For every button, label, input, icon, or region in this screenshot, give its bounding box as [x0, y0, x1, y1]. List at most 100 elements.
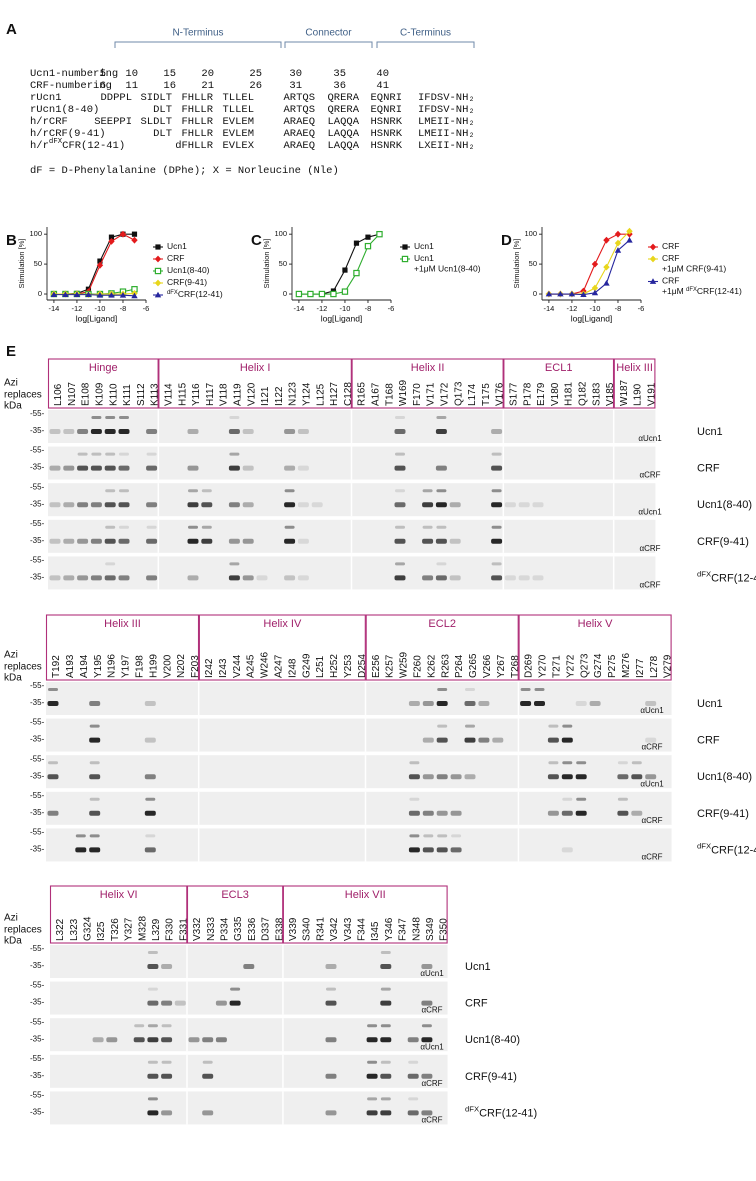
band: [436, 810, 448, 816]
residue-label: I122: [274, 386, 285, 406]
text-segment: CRF(12-41): [479, 1107, 537, 1119]
residue-number: 41: [376, 80, 389, 92]
sequence-block: HSNRK: [370, 128, 402, 140]
band: [104, 429, 116, 434]
text-segment: CRF(12-41): [178, 289, 223, 299]
antibody-label: αCRF: [641, 853, 662, 862]
residue-label: V118: [219, 383, 230, 406]
data-point: [365, 234, 371, 240]
residue-label: H199: [148, 654, 159, 678]
residue-label: F170: [412, 383, 423, 406]
band: [561, 774, 573, 780]
band: [408, 701, 420, 706]
residue-label: D269: [524, 654, 535, 678]
kda-label: kDa: [4, 936, 22, 947]
data-point: [295, 290, 303, 298]
superscript: dFX: [49, 138, 63, 146]
data-point: [307, 290, 314, 298]
data-point: [557, 290, 564, 297]
size-marker: -35-: [30, 463, 45, 472]
band-upper: [147, 1097, 158, 1101]
band: [408, 810, 420, 816]
legend-marker: [154, 267, 162, 275]
residue-label: N348: [411, 917, 422, 941]
residue-label: Y267: [496, 654, 507, 678]
band-upper: [105, 489, 116, 493]
band: [492, 737, 504, 743]
legend-marker: [154, 279, 162, 287]
text-segment: Ucn1: [697, 426, 723, 438]
residue-number: 16: [163, 80, 176, 92]
residue-label: V279: [663, 654, 674, 678]
y-tick-label: 100: [274, 229, 287, 238]
residue-number: 15: [163, 68, 176, 80]
residue-label: P264: [454, 654, 465, 678]
band: [187, 502, 199, 508]
band: [297, 465, 309, 471]
series-line: [53, 294, 135, 297]
band: [187, 538, 199, 544]
band: [146, 502, 158, 508]
band-upper: [134, 1024, 145, 1028]
residue-number: 30: [289, 68, 302, 80]
band-upper: [562, 724, 573, 728]
size-marker: -55-: [30, 482, 45, 491]
band: [63, 538, 75, 544]
band: [146, 465, 158, 471]
residue-label: F331: [178, 918, 189, 941]
size-marker: -55-: [30, 1054, 45, 1063]
band: [202, 1037, 214, 1043]
ligand-label: CRF(9-41): [697, 536, 749, 548]
sequence-block: QRERA: [327, 104, 359, 116]
band-upper: [367, 1024, 378, 1028]
band: [561, 847, 573, 853]
residue-label: A193: [65, 654, 76, 678]
residue-label: I277: [635, 658, 646, 678]
text-segment: h/rCRF(9-41): [30, 128, 106, 140]
sequence-block: LAQQA: [327, 116, 359, 128]
band: [422, 538, 434, 544]
band: [518, 502, 530, 508]
residue-label: G265: [468, 653, 479, 678]
text-segment: Ucn1(8-40): [465, 1034, 520, 1046]
row-label: h/rCRF: [30, 116, 68, 128]
residue-label: I248: [287, 658, 298, 678]
data-point: [626, 227, 633, 235]
band: [407, 1037, 419, 1043]
band: [435, 575, 447, 581]
band-upper: [395, 416, 405, 419]
region-label: ECL3: [221, 889, 249, 901]
residue-label: F344: [357, 918, 368, 941]
band-upper: [520, 688, 531, 691]
band: [49, 429, 61, 434]
legend-label: CRF: [662, 241, 679, 251]
series-line: [53, 233, 135, 295]
legend-marker: [649, 255, 657, 263]
residue-label: V180: [550, 382, 561, 406]
band-upper: [437, 834, 448, 838]
antibody-label: αCRF: [421, 1079, 442, 1088]
text-segment: rUcn1(8-40): [30, 104, 99, 116]
residue-label: F198: [135, 655, 146, 678]
ligand-label: CRF: [697, 463, 720, 475]
band: [547, 810, 559, 816]
band: [228, 538, 240, 544]
band: [228, 429, 240, 434]
data-point: [614, 230, 622, 238]
band-upper: [491, 452, 502, 456]
region-label: Helix III: [104, 618, 141, 630]
band: [422, 502, 434, 508]
band-upper: [229, 562, 240, 566]
band-upper: [89, 761, 100, 765]
band-upper: [408, 1097, 419, 1101]
text-segment: CRF(12-41): [711, 572, 756, 584]
band-upper: [201, 489, 212, 493]
band: [450, 810, 462, 816]
band: [146, 429, 158, 434]
band: [104, 465, 116, 471]
band-upper: [631, 761, 642, 765]
data-point: [603, 280, 610, 286]
band: [242, 575, 254, 581]
row-label: Ucn1-numbering: [30, 68, 118, 80]
band: [146, 538, 158, 544]
